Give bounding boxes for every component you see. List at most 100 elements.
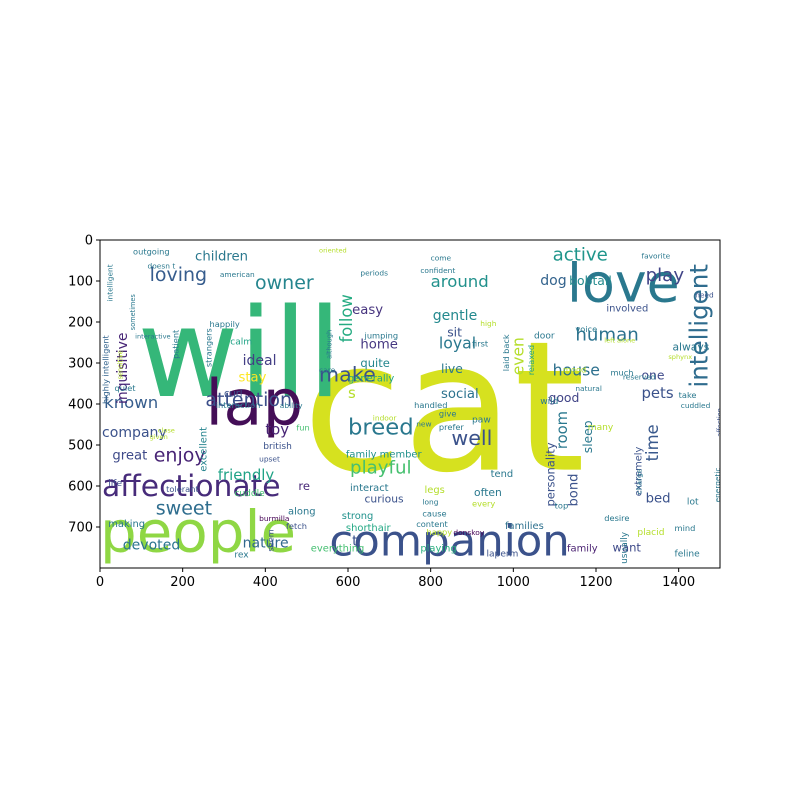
word-cat: cat bbox=[303, 302, 586, 512]
word-gentle: gentle bbox=[433, 308, 478, 324]
word-personality: personality bbox=[544, 442, 558, 506]
word-calm: calm bbox=[230, 338, 252, 348]
word-take: take bbox=[679, 390, 697, 400]
word-bobtail: bobtail bbox=[569, 274, 612, 288]
word-given: given bbox=[150, 433, 168, 441]
word-involved: involved bbox=[606, 304, 648, 315]
x-tick-label: 1200 bbox=[579, 575, 612, 590]
word-desire: desire bbox=[604, 513, 629, 523]
y-tick-label: 300 bbox=[68, 357, 93, 372]
word-patient: patient bbox=[171, 329, 181, 359]
word-make: make bbox=[319, 363, 376, 387]
word-close: close bbox=[158, 427, 175, 435]
word-first: first bbox=[472, 339, 489, 349]
word-curl: curl bbox=[224, 389, 243, 400]
word-long: long bbox=[422, 497, 438, 506]
y-tick-label: 500 bbox=[68, 439, 93, 454]
word-always: always bbox=[672, 341, 709, 354]
word-playing: playing bbox=[420, 544, 456, 555]
word-house: house bbox=[553, 360, 600, 379]
word-quiet: quiet bbox=[114, 383, 136, 393]
word-donskoy: donskoy bbox=[453, 528, 484, 537]
word-human: human bbox=[575, 325, 638, 346]
word-even: even bbox=[509, 337, 528, 375]
word-wild: wild bbox=[540, 397, 558, 407]
word-energetic: energetic bbox=[713, 468, 722, 503]
word-reserved: reserved bbox=[623, 372, 656, 381]
word-s: s bbox=[348, 385, 356, 402]
word-sphynx: sphynx bbox=[668, 353, 692, 361]
word-ability: ability bbox=[280, 401, 303, 410]
word-company: company bbox=[102, 425, 167, 441]
word-feline: feline bbox=[675, 550, 701, 560]
word-bond: bond bbox=[566, 474, 581, 507]
word-inquisitive: inquisitive bbox=[115, 332, 131, 404]
word-generally: generally bbox=[348, 373, 394, 384]
x-tick-label: 0 bbox=[96, 575, 104, 590]
word-people: people bbox=[100, 499, 296, 566]
word-family-member: family member bbox=[346, 449, 423, 460]
word-paw: paw bbox=[472, 415, 491, 425]
word-strangers: strangers bbox=[204, 328, 214, 367]
word-happily: happily bbox=[210, 319, 240, 329]
word-interaction: interaction bbox=[216, 400, 261, 410]
word-content: content bbox=[416, 519, 448, 529]
word-strong: strong bbox=[342, 511, 374, 522]
word-attention: attention bbox=[205, 389, 292, 411]
word-sometimes: sometimes bbox=[129, 294, 137, 331]
word-laperm: laperm bbox=[486, 550, 518, 560]
word-room: room bbox=[554, 411, 571, 449]
word-love: love bbox=[567, 252, 680, 315]
word-stay: stay bbox=[238, 370, 266, 385]
word-sweet: sweet bbox=[156, 498, 212, 520]
word-loyal: loyal bbox=[439, 334, 476, 353]
word-well: well bbox=[451, 426, 492, 450]
word-burmilla: burmilla bbox=[259, 514, 289, 523]
word-dog: dog bbox=[540, 273, 566, 289]
word-time: time bbox=[643, 424, 662, 461]
word-lap: lap bbox=[205, 367, 303, 441]
word-fetch: fetch bbox=[286, 521, 307, 531]
word-ideal: ideal bbox=[243, 353, 277, 369]
word-follow: follow bbox=[337, 294, 356, 342]
word-laid-back: laid back bbox=[501, 334, 511, 371]
word-prefer: prefer bbox=[439, 422, 465, 432]
word-life: life bbox=[108, 479, 122, 489]
word-everything: everything bbox=[311, 544, 365, 555]
x-tick-label: 600 bbox=[336, 575, 361, 590]
x-tick-label: 1000 bbox=[497, 575, 530, 590]
word-high: high bbox=[480, 319, 497, 328]
word-oriented: oriented bbox=[319, 246, 347, 254]
word-good: good bbox=[548, 391, 579, 405]
word-voice: voice bbox=[575, 324, 597, 334]
word-british: british bbox=[263, 442, 292, 452]
word-periods: periods bbox=[360, 269, 388, 278]
word-outgoing: outgoing bbox=[133, 246, 170, 256]
word-pets: pets bbox=[641, 385, 673, 402]
word-nature: nature bbox=[243, 536, 289, 552]
word-indoor: indoor bbox=[373, 413, 398, 422]
word-cuddle: cuddle bbox=[234, 489, 265, 499]
word-sensitive: sensitive bbox=[117, 350, 125, 379]
word-left-alone: left alone bbox=[604, 337, 635, 345]
word-playful: playful bbox=[350, 458, 411, 479]
word-top: top bbox=[555, 501, 569, 511]
word-owner: owner bbox=[255, 272, 314, 294]
word-interactive: interactive bbox=[135, 332, 170, 340]
word-need: need bbox=[695, 290, 714, 299]
word-excellent: excellent bbox=[199, 427, 210, 472]
word-will: will bbox=[137, 282, 342, 425]
word-usually: usually bbox=[620, 531, 630, 564]
word-great: great bbox=[112, 448, 147, 463]
word-affection: affection bbox=[716, 408, 724, 437]
y-tick-label: 700 bbox=[68, 521, 93, 536]
word-sit: sit bbox=[447, 325, 462, 339]
word-companion: companion bbox=[329, 517, 569, 567]
word-intelligent: intelligent bbox=[685, 264, 714, 388]
word-come: come bbox=[431, 254, 452, 263]
word-along: along bbox=[288, 507, 315, 518]
word-quite: quite bbox=[360, 356, 390, 370]
